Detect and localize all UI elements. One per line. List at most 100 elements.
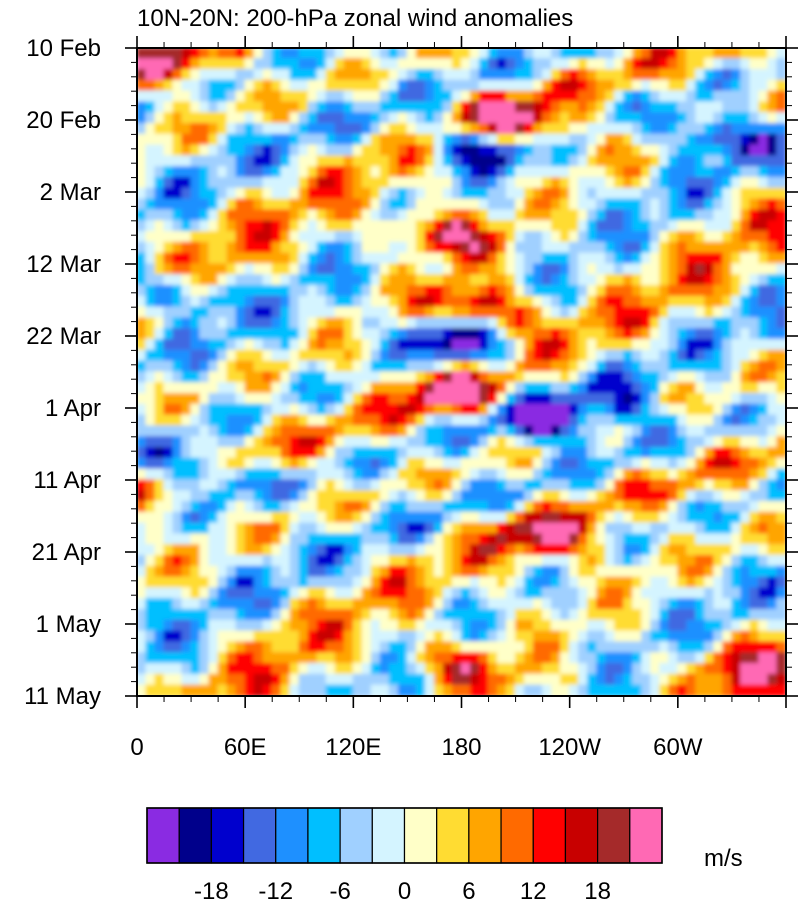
heatmap-cell [298,673,309,686]
heatmap-cell [533,598,544,611]
heatmap-cell [623,166,634,179]
heatmap-cell [280,360,291,373]
heatmap-cell [397,177,409,189]
heatmap-cell [713,58,724,71]
heatmap-cell [505,501,517,513]
heatmap-cell [731,285,742,297]
heatmap-cell [199,295,210,308]
heatmap-cell [334,69,345,81]
heatmap-cell [749,565,760,578]
heatmap-cell [442,112,454,125]
heatmap-cell [767,371,778,384]
heatmap-cell [316,393,327,405]
heatmap-cell [632,511,643,524]
heatmap-cell [722,101,733,114]
heatmap-cell [244,317,255,330]
heatmap-cell [154,457,165,470]
heatmap-cell [316,511,327,524]
colorbar-label: -6 [329,878,350,905]
heatmap-cell [316,306,327,319]
heatmap-cell [442,425,454,438]
heatmap-cell [623,501,634,513]
heatmap-cell [415,317,427,330]
heatmap-cell [695,155,706,168]
heatmap-cell [379,684,390,696]
heatmap-cell [154,58,165,71]
heatmap-cell [578,133,589,146]
heatmap-cell [388,598,399,611]
heatmap-cell [253,684,264,696]
heatmap-cell [560,403,571,416]
heatmap-cell [614,501,625,513]
heatmap-cell [289,673,300,686]
heatmap-cell [334,177,345,189]
heatmap-cell [226,339,237,351]
heatmap-cell [208,414,219,427]
heatmap-cell [650,58,661,71]
heatmap-cell [298,349,309,362]
heatmap-cell [343,220,354,233]
heatmap-cell [433,166,445,179]
y-tick-label: 2 Mar [40,179,101,206]
heatmap-cell [316,90,327,103]
heatmap-cell [496,274,508,287]
heatmap-cell [560,285,571,297]
heatmap-cell [316,166,327,179]
heatmap-cell [181,90,192,103]
heatmap-cell [469,220,481,233]
heatmap-cell [496,414,508,427]
heatmap-cell [379,306,390,319]
heatmap-cell [587,166,598,179]
heatmap-cell [587,187,598,200]
heatmap-cell [496,133,508,146]
heatmap-cell [496,69,508,81]
heatmap-cell [424,79,436,92]
heatmap-cell [542,90,553,103]
heatmap-cell [578,263,589,276]
heatmap-cell [325,166,336,179]
heatmap-cell [686,447,697,459]
heatmap-cell [677,609,688,621]
heatmap-cell [217,48,228,60]
heatmap-cell [379,295,390,308]
heatmap-cell [460,285,472,297]
heatmap-cell [605,587,616,600]
heatmap-cell [181,479,192,492]
heatmap-cell [334,48,345,60]
heatmap-cell [704,90,715,103]
heatmap-cell [740,533,751,546]
heatmap-cell [569,414,580,427]
heatmap-cell [533,177,544,189]
heatmap-cell [767,295,778,308]
colorbar-swatch [532,807,567,864]
heatmap-cell [605,101,616,114]
heatmap-cell [460,295,472,308]
heatmap-cell [217,79,228,92]
heatmap-cell [289,598,300,611]
heatmap-cell [749,587,760,600]
heatmap-cell [614,295,625,308]
heatmap-cell [433,48,445,60]
heatmap-cell [487,360,499,373]
heatmap-cell [605,263,616,276]
heatmap-cell [641,285,652,297]
heatmap-cell [352,598,363,611]
heatmap-cell [659,187,670,200]
heatmap-cell [226,663,237,675]
colorbar-label: 12 [520,878,547,905]
heatmap-cell [397,339,409,351]
heatmap-cell [551,684,562,696]
heatmap-cell [505,576,517,589]
heatmap-cell [433,447,445,459]
heatmap-cell [361,522,372,535]
heatmap-cell [316,587,327,600]
heatmap-cell [208,58,219,71]
heatmap-cell [415,263,427,276]
heatmap-cell [244,79,255,92]
heatmap-cell [587,630,598,643]
heatmap-cell [199,166,210,179]
heatmap-cell [343,79,354,92]
heatmap-cell [415,79,427,92]
heatmap-cell [758,425,769,438]
heatmap-cell [524,69,535,81]
